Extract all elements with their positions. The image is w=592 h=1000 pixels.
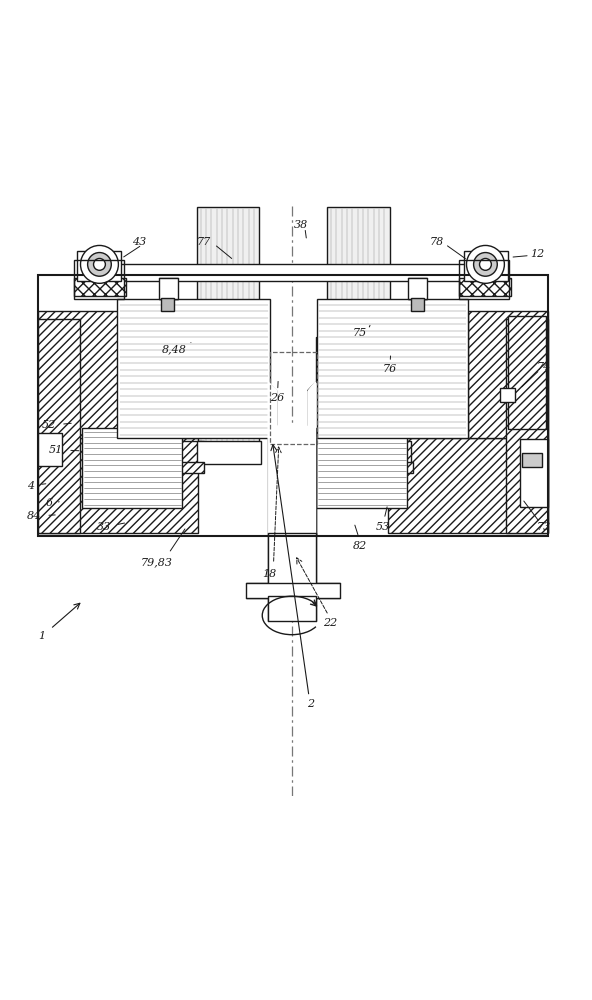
- Bar: [161, 298, 174, 311]
- Text: 78: 78: [430, 237, 444, 247]
- Bar: [197, 207, 259, 444]
- Text: 8,48: 8,48: [162, 344, 187, 354]
- Text: 38: 38: [294, 220, 308, 230]
- Bar: [82, 428, 182, 508]
- Bar: [459, 260, 509, 299]
- Bar: [38, 433, 62, 466]
- Bar: [38, 319, 80, 533]
- Bar: [74, 260, 124, 299]
- Text: 75: 75: [353, 328, 367, 338]
- Circle shape: [474, 253, 497, 276]
- Polygon shape: [268, 427, 316, 536]
- Text: 26: 26: [270, 393, 284, 403]
- Text: 12: 12: [530, 249, 545, 259]
- Bar: [411, 298, 424, 311]
- Bar: [520, 439, 548, 507]
- Text: 6: 6: [46, 498, 53, 508]
- Bar: [316, 428, 407, 508]
- Bar: [268, 596, 316, 621]
- Bar: [159, 278, 178, 299]
- Bar: [327, 441, 385, 464]
- Text: 73: 73: [536, 522, 551, 532]
- Text: 77: 77: [197, 237, 211, 247]
- Polygon shape: [268, 382, 316, 437]
- Bar: [38, 438, 198, 533]
- Circle shape: [88, 253, 111, 276]
- Bar: [38, 311, 118, 438]
- Bar: [388, 438, 548, 533]
- Bar: [468, 311, 548, 438]
- Text: 53: 53: [375, 522, 390, 532]
- Text: 51: 51: [49, 445, 63, 455]
- Bar: [268, 533, 316, 586]
- Circle shape: [94, 258, 105, 270]
- Circle shape: [480, 258, 491, 270]
- Bar: [464, 251, 508, 281]
- Bar: [270, 352, 317, 444]
- Bar: [508, 316, 546, 429]
- Circle shape: [81, 245, 118, 283]
- Bar: [246, 583, 340, 598]
- Bar: [38, 275, 548, 536]
- Bar: [175, 462, 204, 473]
- Text: 4: 4: [27, 481, 34, 491]
- Text: 2: 2: [307, 699, 314, 709]
- Text: 76: 76: [382, 364, 397, 374]
- Bar: [74, 278, 126, 296]
- Text: 22: 22: [323, 618, 337, 628]
- Bar: [506, 319, 548, 533]
- Bar: [382, 441, 411, 464]
- Bar: [459, 278, 511, 296]
- Text: 1: 1: [38, 631, 45, 641]
- Bar: [77, 251, 121, 281]
- Text: 33: 33: [96, 522, 111, 532]
- Text: 74: 74: [536, 362, 551, 372]
- Text: 18: 18: [262, 569, 276, 579]
- Bar: [327, 207, 390, 444]
- Text: 82: 82: [353, 541, 367, 551]
- Bar: [317, 299, 468, 438]
- Bar: [500, 388, 515, 402]
- Bar: [384, 462, 413, 473]
- Text: 79,83: 79,83: [141, 557, 173, 567]
- Bar: [268, 438, 316, 536]
- Bar: [522, 453, 542, 467]
- Bar: [197, 441, 261, 464]
- Text: 84: 84: [27, 511, 41, 521]
- Bar: [175, 441, 204, 464]
- Bar: [117, 299, 270, 438]
- Circle shape: [466, 245, 504, 283]
- Text: 52: 52: [42, 420, 56, 430]
- Bar: [408, 278, 427, 299]
- Bar: [92, 264, 494, 281]
- Text: 43: 43: [132, 237, 146, 247]
